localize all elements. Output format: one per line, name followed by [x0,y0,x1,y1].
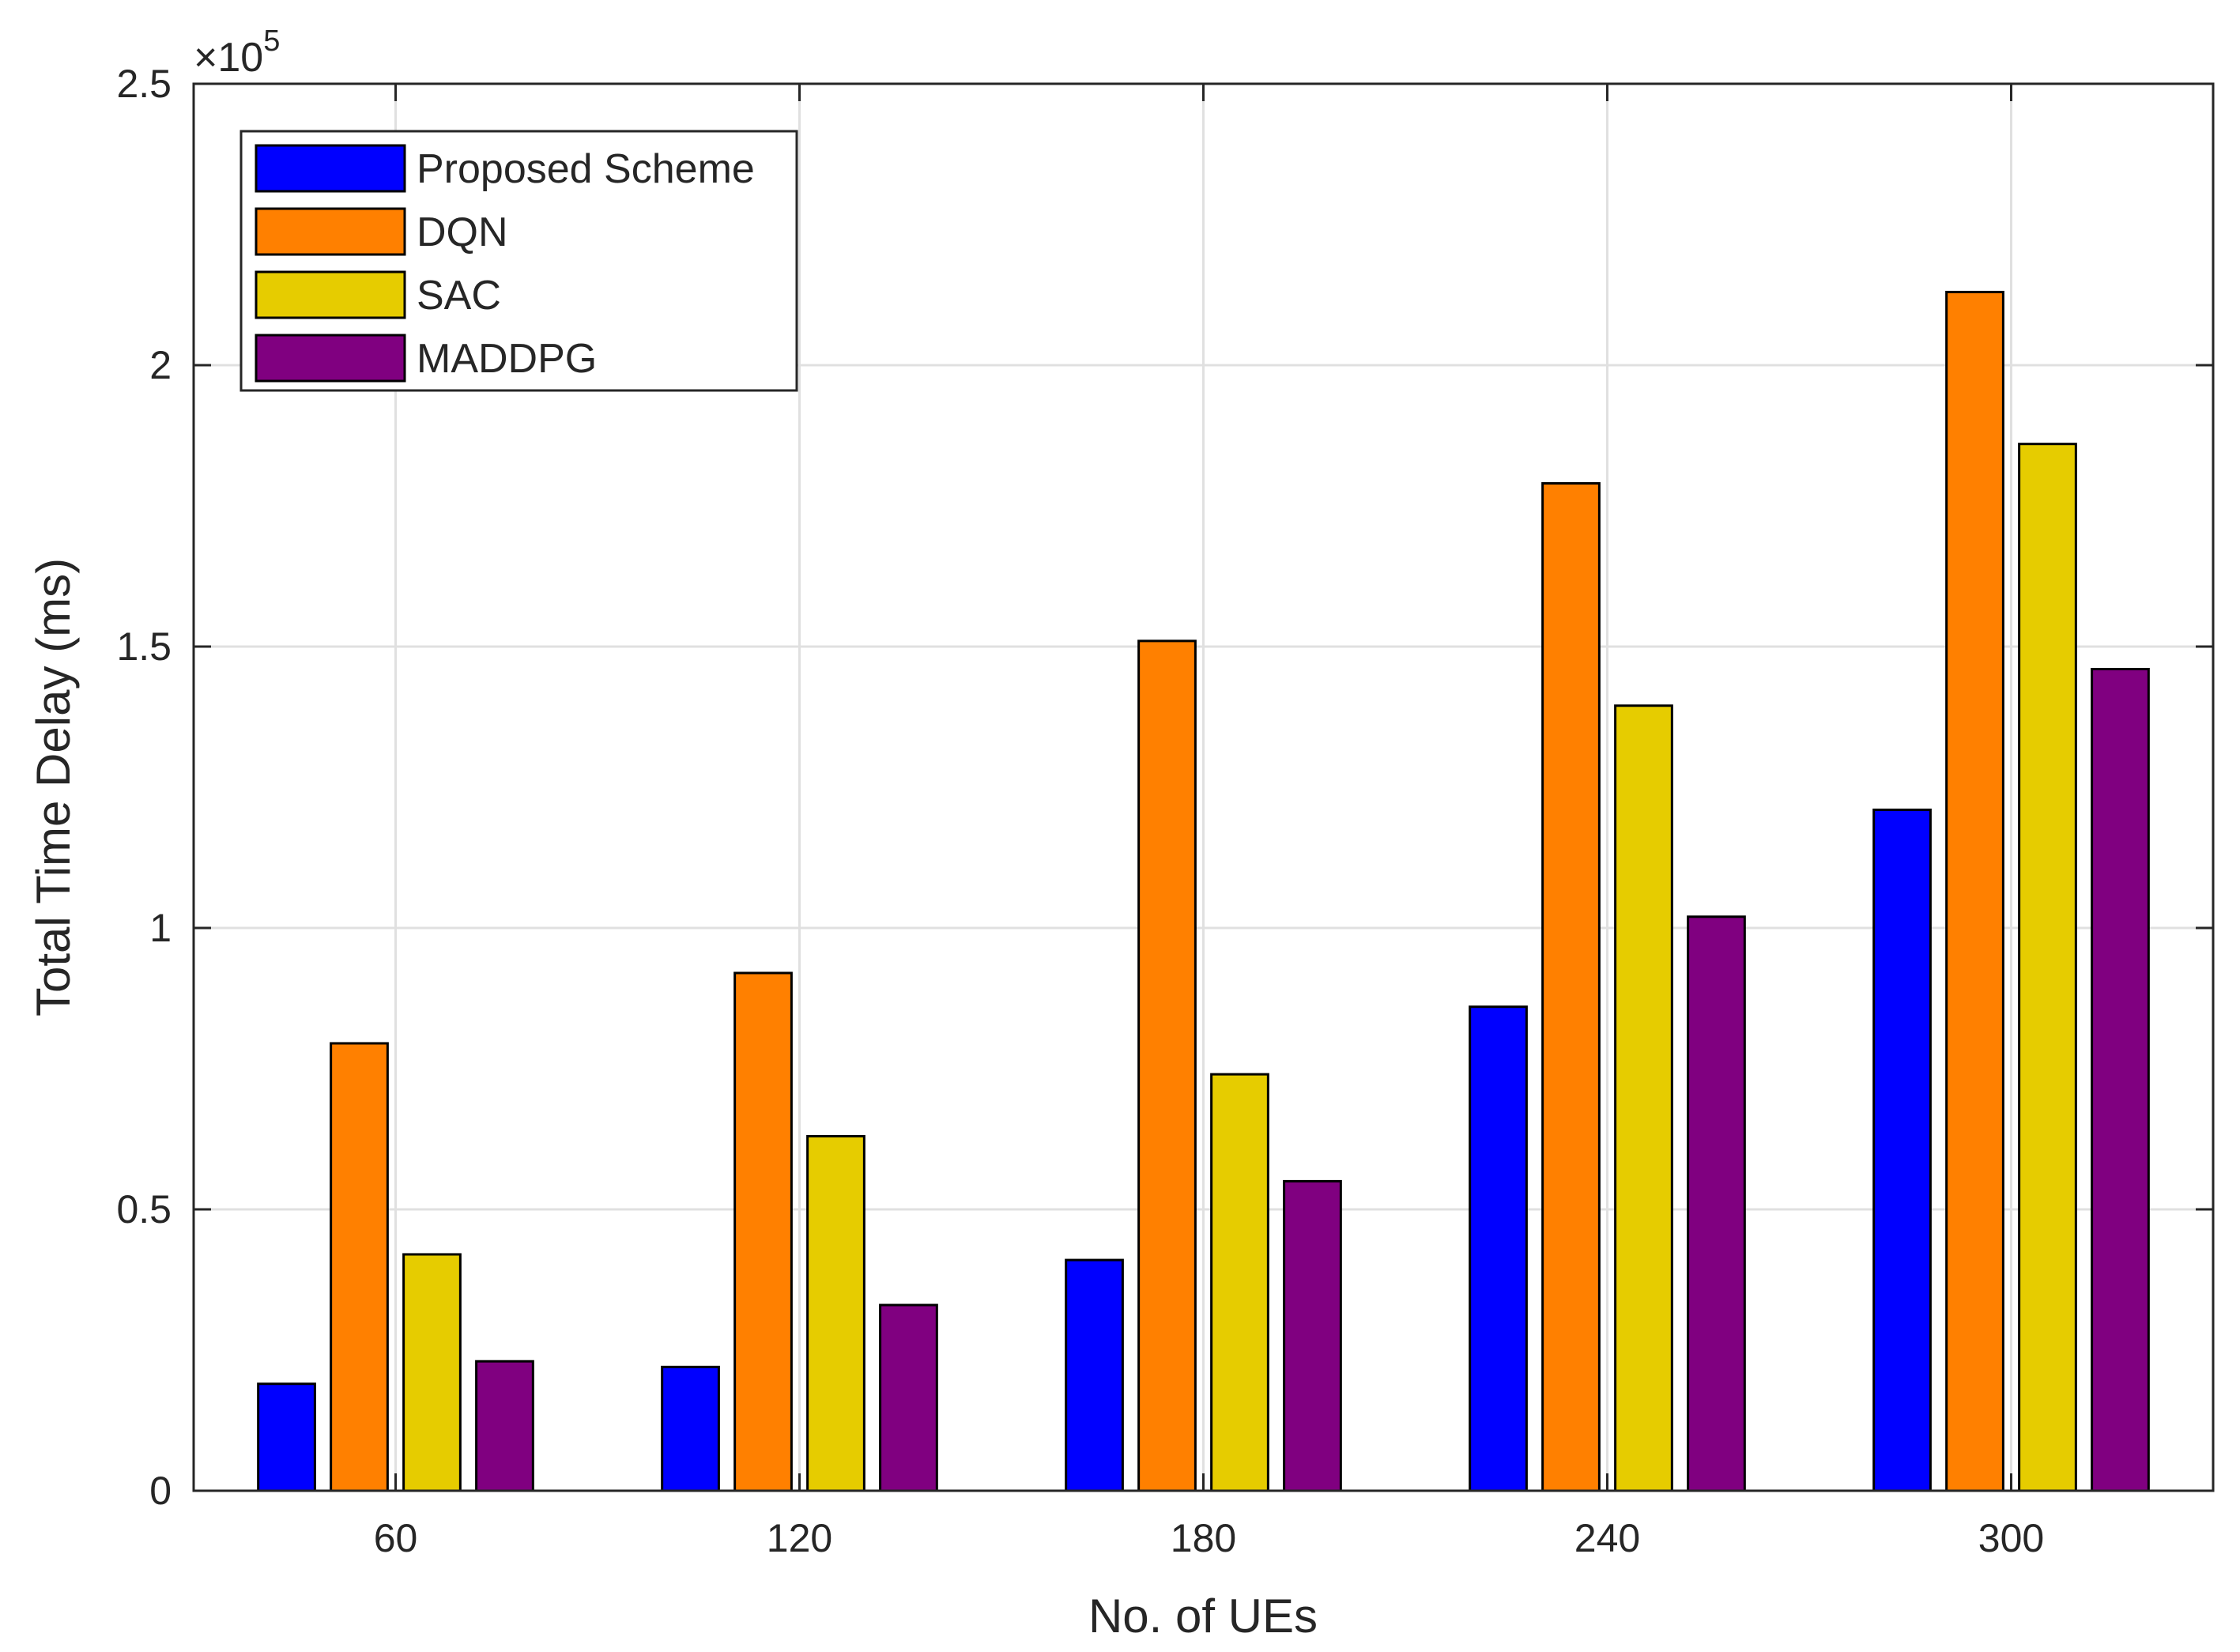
x-tick-label: 60 [374,1516,418,1560]
bar-dqn [733,971,793,1492]
x-tick-label: 300 [1978,1516,2044,1560]
bars [257,290,2150,1492]
bar-proposed-scheme [1872,808,1932,1492]
ticks [194,82,2213,1492]
legend-swatch [255,334,406,383]
bar-sac [1210,1073,1269,1492]
bar-proposed-scheme [1469,1005,1528,1492]
bar-maddpg [475,1360,534,1492]
x-tick-label: 180 [1171,1516,1236,1560]
bar-dqn [1137,639,1197,1492]
x-tick-label: 240 [1574,1516,1640,1560]
bar-dqn [330,1042,389,1492]
bar-maddpg [879,1303,938,1492]
legend-label: SAC [417,273,501,319]
y-tick-label: 2 [149,343,172,387]
legend-swatch [255,144,406,193]
bar-sac [402,1253,462,1492]
y-axis-label: Total Time Delay (ms) [27,558,80,1016]
x-axis-label: No. of UEs [1088,1590,1318,1643]
bar-dqn [1541,482,1601,1492]
bar-sac [806,1134,865,1492]
bar-proposed-scheme [257,1382,316,1492]
legend: Proposed Scheme DQN SAC MADDPG [239,130,798,392]
legend-label: MADDPG [417,336,597,382]
bar-proposed-scheme [661,1365,720,1492]
legend-swatch [255,270,406,319]
bar-dqn [1945,290,2004,1492]
bar-sac [1614,704,1673,1492]
tick-labels: 0 0.5 1 1.5 2 2.5 60 120 180 240 300 [116,62,2044,1560]
y-tick-label: 0.5 [116,1187,172,1231]
y-tick-label: 2.5 [116,62,172,106]
bar-maddpg [1687,915,1746,1492]
legend-label: Proposed Scheme [417,146,755,192]
legend-label: DQN [417,209,508,255]
bar-sac [2018,443,2077,1492]
y-tick-label: 1 [149,906,172,950]
bar-proposed-scheme [1065,1258,1124,1492]
y-exponent-power: 5 [263,25,280,58]
bar-maddpg [2091,667,2150,1492]
bar-maddpg [1283,1179,1342,1492]
y-tick-label: 0 [149,1469,172,1513]
y-tick-label: 1.5 [116,624,172,669]
legend-swatch [255,207,406,256]
y-exponent-label: ×105 [194,25,280,81]
x-tick-label: 120 [767,1516,832,1560]
